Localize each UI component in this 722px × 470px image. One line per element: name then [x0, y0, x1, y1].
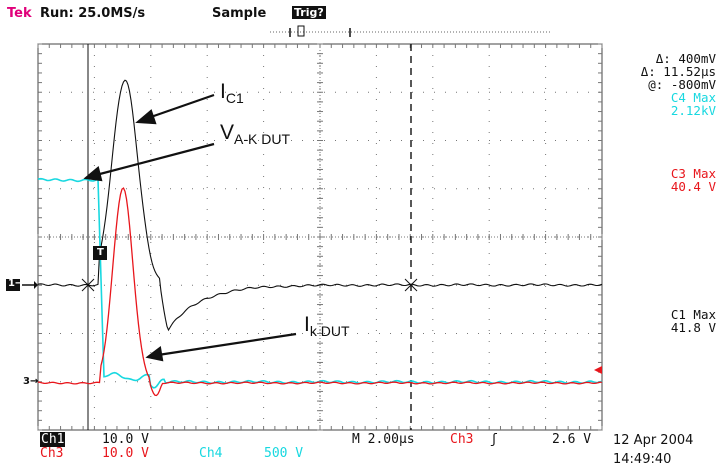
ch3-marker-label: 3→: [23, 376, 39, 387]
annotation-ik-sub: k DUT: [309, 323, 350, 339]
timebase: M 2.00µs: [352, 432, 415, 447]
ch1-ground-marker: [6, 279, 38, 291]
ch4-scale: 500 V: [264, 446, 304, 461]
trace-ch3: [37, 187, 603, 397]
cursor-crosshairs: [81, 278, 418, 292]
trigger-level: 2.6 V: [552, 432, 592, 447]
ch1-scale: 10.0 V: [102, 432, 149, 447]
ch4-label: Ch4: [199, 446, 223, 461]
c3-max-value: 40.4 V: [670, 179, 716, 194]
annotation-vak: VA-K DUT: [220, 121, 290, 147]
brand-label: Tek: [7, 6, 32, 21]
annotation-ic1: IC1: [220, 80, 244, 106]
trigger-level-arrow: [594, 366, 602, 374]
ch1-label: Ch1: [40, 432, 66, 447]
graticule-grid: [37, 43, 603, 431]
ch1-marker-label: 1→: [8, 278, 24, 289]
trigger-state-label: Trig?: [292, 6, 326, 19]
c4-max-label: C4 Max: [670, 90, 716, 105]
annotation-ic1-main: I: [220, 80, 226, 103]
c1-max-value: 41.8 V: [670, 320, 716, 335]
trigger-marker-label: T: [97, 247, 104, 258]
acquisition-mode: Sample: [212, 6, 267, 21]
annotation-ik-main: I: [304, 313, 310, 336]
cursor-readout: Δ: 400mV Δ: 11.52µs @: -800mV C4 Max 2.1…: [641, 52, 716, 117]
cursor-delta-v: Δ: 400mV: [655, 51, 716, 66]
annotation-vak-main: V: [220, 121, 235, 144]
date-stamp: 12 Apr 2004: [613, 433, 694, 448]
c3-max-readout: C3 Max 40.4 V: [671, 167, 716, 193]
cursor-at: @: -800mV: [648, 77, 716, 92]
time-stamp: 14:49:40: [613, 452, 672, 467]
trigger-marker-box: [93, 246, 107, 260]
run-status: Run: 25.0MS/s: [40, 6, 146, 21]
c1-max-label: C1 Max: [670, 307, 716, 322]
annotation-ik: Ik DUT: [304, 313, 350, 339]
trace-ch1: [37, 79, 603, 332]
trigger-source: Ch3: [450, 432, 474, 447]
ch3-scale: 10.0 V: [102, 446, 149, 461]
trigger-state-badge: Trig?: [292, 5, 326, 20]
c4-max-value: 2.12kV: [670, 103, 716, 118]
c1-max-readout: C1 Max 41.8 V: [671, 308, 716, 334]
annotation-arrows: [83, 93, 297, 362]
annotation-vak-sub: A-K DUT: [234, 131, 291, 147]
ch3-label: Ch3: [40, 446, 64, 461]
annotation-ic1-sub: C1: [225, 90, 244, 106]
cursor-delta-t: Δ: 11.52µs: [640, 64, 716, 79]
trigger-slope-icon: ʃ: [490, 432, 498, 447]
record-view-bar: [270, 25, 552, 37]
ch1-label-text: Ch1: [40, 432, 66, 447]
c3-max-label: C3 Max: [670, 166, 716, 181]
